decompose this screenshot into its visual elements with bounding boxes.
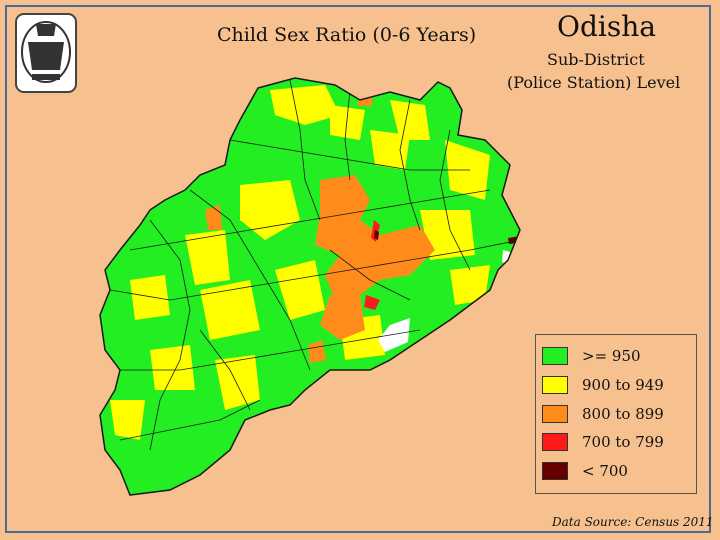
legend-label: >= 950 — [582, 347, 641, 365]
odisha-map — [99, 77, 521, 496]
legend-swatch — [542, 405, 568, 423]
legend-label: < 700 — [582, 462, 628, 480]
odisha-emblem-icon — [15, 13, 77, 93]
legend-swatch — [542, 347, 568, 365]
data-source-note: Data Source: Census 2011 — [552, 515, 714, 529]
legend-swatch — [542, 376, 568, 394]
map-internal-boundaries — [109, 79, 520, 451]
indicator-title: Child Sex Ratio (0-6 Years) — [217, 24, 477, 46]
legend-label: 900 to 949 — [582, 376, 664, 394]
legend-label: 700 to 799 — [582, 433, 664, 451]
legend-swatch — [542, 462, 568, 480]
level-subtitle-1: Sub-District — [547, 50, 645, 69]
legend-label: 800 to 899 — [582, 405, 664, 423]
map-legend: >= 950 900 to 949 800 to 899 700 to 799 … — [535, 334, 697, 494]
legend-swatch — [542, 433, 568, 451]
map-zones-yellow — [110, 85, 490, 440]
map-frame — [5, 5, 711, 533]
state-title: Odisha — [557, 10, 656, 43]
level-subtitle-2: (Police Station) Level — [507, 73, 681, 92]
